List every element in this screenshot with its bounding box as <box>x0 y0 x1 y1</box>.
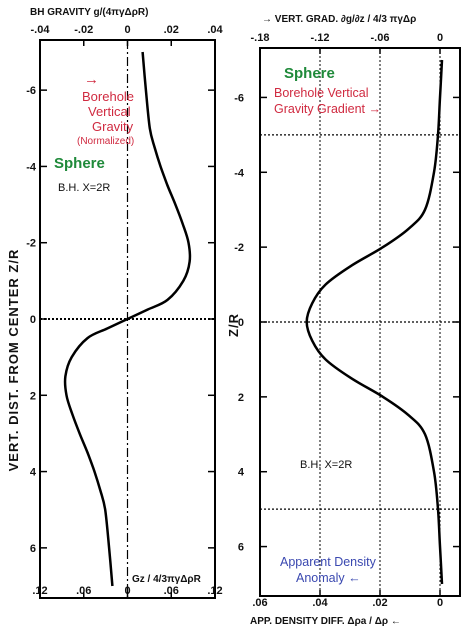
left-y-tick-labels: -6 -4 -2 0 2 4 6 <box>26 85 215 555</box>
right-y-tick-label: 2 <box>238 392 244 404</box>
left-annotation-vertical: Vertical <box>88 104 131 119</box>
left-y-tick-label: -4 <box>26 161 37 173</box>
right-y-tick-label: -4 <box>234 167 245 179</box>
right-panel: → VERT. GRAD. ∂g/∂z / 4/3 πγΔρ -.18 -.12-… <box>226 14 461 627</box>
right-bottom-tick-label: 0 <box>437 597 443 609</box>
right-annotation-density-line1: Apparent Density <box>280 555 377 569</box>
right-annotation-gradient-line1: Borehole Vertical <box>274 86 369 100</box>
left-bottom-tick-label: .12 <box>32 585 47 597</box>
left-top-tick-label: -.04 <box>31 24 51 36</box>
left-series-line <box>63 51 192 587</box>
left-y-tick-label: 2 <box>30 390 36 402</box>
right-y-tick-label: 4 <box>238 467 245 479</box>
left-y-tick-label: 6 <box>30 543 36 555</box>
left-bottom-tick-label: 0 <box>124 585 130 597</box>
left-annotation-arrow: → <box>84 71 99 88</box>
right-series-line <box>305 59 444 585</box>
right-y-tick-label: 6 <box>238 542 244 554</box>
left-top-tick-label: -.02 <box>74 24 93 36</box>
right-top-tick-label: -.18 <box>251 32 270 44</box>
left-annotation-borehole: Borehole <box>82 89 134 104</box>
right-top-axis-title: → VERT. GRAD. ∂g/∂z / 4/3 πγΔρ <box>262 14 416 25</box>
left-y-tick-label: -2 <box>26 238 36 250</box>
left-annotation-bh: B.H. X=2R <box>58 182 110 194</box>
left-annotation-normalized: (Normalized) <box>77 136 134 147</box>
right-y-tick-labels: -6 -4 -2 0 2 4 6 <box>234 92 460 554</box>
right-reference-lines <box>260 48 460 596</box>
left-y-tick-label: -6 <box>26 85 36 97</box>
right-bottom-tick-label: .02 <box>372 597 387 609</box>
left-top-tick-label: .02 <box>164 24 179 36</box>
right-bottom-axis-title: APP. DENSITY DIFF. Δρa / Δρ ← <box>250 616 401 627</box>
right-annotation-density-line2: Anomaly ← <box>296 571 361 585</box>
right-bottom-tick-labels: .06 .04 .02 0 <box>252 590 443 609</box>
left-bottom-axis-title: Gz / 4/3πγΔρR <box>132 574 202 585</box>
right-bottom-tick-label: .04 <box>312 597 328 609</box>
left-y-axis-label: VERT. DIST. FROM CENTER Z/R <box>6 249 21 472</box>
left-top-axis-title: BH GRAVITY g/(4πγΔρR) <box>30 7 148 18</box>
right-top-tick-label: -.06 <box>371 32 390 44</box>
right-y-tick-label: -6 <box>234 92 244 104</box>
left-y-tick-label: 0 <box>30 314 36 326</box>
left-top-tick-label: .04 <box>207 24 223 36</box>
right-top-tick-label: -.12 <box>311 32 330 44</box>
left-annotation-gravity: Gravity <box>92 119 134 134</box>
left-bottom-tick-labels: .12 .06 0 .06 .12 <box>32 585 223 598</box>
right-y-axis-label: Z/R <box>226 313 241 337</box>
right-top-tick-labels: -.18 -.12 -.06 0 <box>251 32 443 54</box>
right-annotation-gradient-line2: Gravity Gradient → <box>274 102 381 116</box>
right-bottom-tick-label: .06 <box>252 597 267 609</box>
left-bottom-tick-label: .06 <box>76 585 91 597</box>
left-top-tick-label: 0 <box>124 24 130 36</box>
right-y-tick-label: 0 <box>238 317 244 329</box>
right-top-tick-label: 0 <box>437 32 443 44</box>
right-annotation-sphere: Sphere <box>284 65 335 82</box>
right-y-tick-label: -2 <box>234 242 244 254</box>
left-y-tick-label: 4 <box>30 467 37 479</box>
left-panel: BH GRAVITY g/(4πγΔρR) -.04 -.02 0 .02 .04 -6… <box>6 7 224 599</box>
left-bottom-tick-label: .12 <box>207 585 222 597</box>
right-annotation-bh: B.H. X=2R <box>300 459 352 471</box>
left-bottom-tick-label: .06 <box>164 585 179 597</box>
left-annotation-sphere: Sphere <box>54 155 105 172</box>
